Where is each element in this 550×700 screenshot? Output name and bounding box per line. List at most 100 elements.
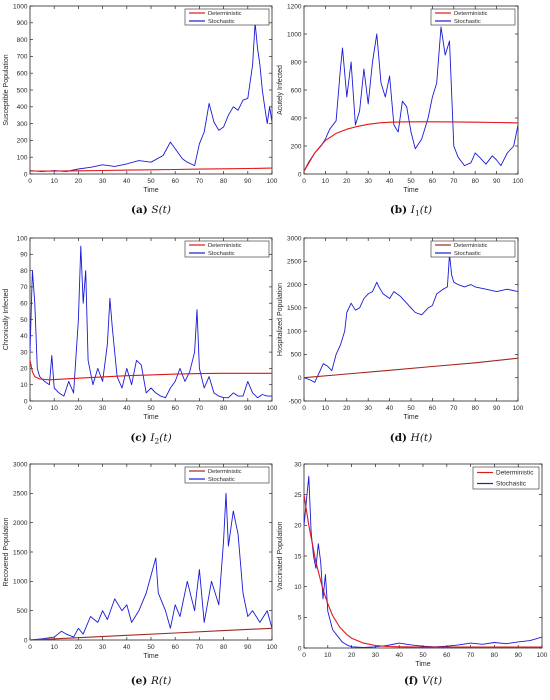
x-axis-label: Time: [143, 653, 158, 660]
x-tick-label: 80: [491, 652, 499, 659]
y-tick-label: 20: [20, 366, 28, 373]
x-tick-label: 10: [51, 178, 59, 185]
y-tick-label: 500: [17, 608, 28, 615]
x-tick-label: 90: [244, 178, 252, 185]
x-tick-label: 70: [196, 178, 204, 185]
plot-frame: [29, 463, 273, 641]
legend-box: [184, 8, 270, 26]
x-tick-label: 10: [322, 405, 330, 412]
y-tick-label: 500: [291, 352, 302, 359]
x-tick-label: 20: [348, 652, 356, 659]
y-tick-label: 1500: [13, 549, 28, 556]
y-tick-label: 2000: [13, 520, 28, 527]
y-tick-label: 10: [294, 584, 302, 591]
caption-math: S(t): [151, 204, 171, 216]
caption-tag: (b): [390, 204, 411, 216]
y-tick-label: 0: [24, 637, 28, 644]
x-tick-label: 10: [322, 178, 330, 185]
panel-caption: (e) R(t): [131, 675, 172, 687]
y-tick-label: 400: [291, 115, 302, 122]
x-tick-label: 100: [513, 178, 524, 185]
y-tick-label: 3000: [13, 461, 28, 468]
y-axis-label: Vaccinated Population: [277, 521, 284, 590]
deterministic-series-line: [30, 360, 272, 381]
y-tick-label: 50: [20, 317, 28, 324]
y-tick-label: 1000: [13, 3, 28, 10]
x-tick-label: 20: [343, 178, 351, 185]
y-tick-label: 5: [298, 615, 302, 622]
y-tick-label: 100: [17, 155, 28, 162]
x-tick-label: 70: [467, 652, 475, 659]
x-tick-label: 80: [472, 405, 480, 412]
y-tick-label: 900: [17, 20, 28, 27]
caption-tag: (a): [131, 204, 151, 216]
stochastic-series-line: [30, 492, 272, 640]
y-tick-label: 15: [294, 553, 302, 560]
y-tick-label: 90: [20, 252, 28, 259]
stochastic-series-line: [30, 22, 272, 172]
deterministic-series-line: [30, 167, 272, 172]
caption-math-rest: (t): [159, 432, 171, 444]
deterministic-series-line: [304, 121, 518, 172]
x-tick-label: 70: [196, 644, 204, 651]
y-axis-label: Recovered Population: [3, 517, 10, 586]
x-tick-label: 20: [343, 405, 351, 412]
x-tick-label: 70: [450, 405, 458, 412]
x-tick-label: 80: [220, 644, 228, 651]
x-tick-label: 50: [407, 178, 415, 185]
panel-caption: (c) I2(t): [130, 432, 171, 446]
x-tick-label: 60: [172, 178, 180, 185]
legend: Deterministic Stochastic: [430, 240, 516, 258]
x-axis-label: Time: [415, 661, 430, 668]
x-tick-label: 0: [28, 405, 32, 412]
legend-label-stochastic: Stochastic: [454, 19, 481, 25]
y-tick-label: 400: [17, 104, 28, 111]
x-tick-label: 60: [443, 652, 451, 659]
legend-label-deterministic: Deterministic: [208, 469, 242, 475]
x-tick-label: 60: [429, 178, 437, 185]
caption-tag: (f): [404, 675, 422, 687]
stochastic-series-line: [30, 245, 272, 399]
x-tick-label: 50: [419, 652, 427, 659]
deterministic-series-line: [304, 494, 542, 648]
x-tick-label: 90: [244, 644, 252, 651]
x-tick-label: 50: [147, 644, 155, 651]
y-tick-label: 200: [291, 143, 302, 150]
x-tick-label: 20: [75, 405, 83, 412]
legend: Deterministic Stochastic: [430, 8, 516, 26]
legend: Deterministic Stochastic: [184, 466, 270, 484]
legend-box: [184, 240, 270, 258]
y-axis-label: Acutely Infected: [277, 65, 284, 115]
y-tick-label: 70: [20, 284, 28, 291]
legend-label-stochastic: Stochastic: [496, 481, 527, 488]
y-tick-label: 1000: [287, 328, 302, 335]
x-tick-label: 100: [267, 178, 278, 185]
stochastic-series-line: [304, 26, 518, 172]
y-tick-label: 0: [298, 171, 302, 178]
plot-frame: [303, 463, 543, 649]
x-tick-label: 10: [51, 644, 59, 651]
y-tick-label: 2500: [287, 259, 302, 266]
x-tick-label: 0: [28, 178, 32, 185]
x-tick-label: 30: [372, 652, 380, 659]
x-tick-label: 60: [429, 405, 437, 412]
y-tick-label: 800: [17, 37, 28, 44]
legend: Deterministic Stochastic: [184, 8, 270, 26]
legend: Deterministic Stochastic: [184, 240, 270, 258]
caption-math: R(t): [150, 675, 171, 687]
legend-label-deterministic: Deterministic: [208, 11, 242, 17]
legend-box: [430, 8, 516, 26]
caption-tag: (e): [131, 675, 151, 687]
y-tick-label: 1200: [287, 3, 302, 10]
y-tick-label: 3000: [287, 235, 302, 242]
x-tick-label: 30: [99, 405, 107, 412]
y-tick-label: 100: [17, 235, 28, 242]
deterministic-series-line: [30, 627, 272, 640]
y-tick-label: 600: [291, 87, 302, 94]
chart-panel-4: 0 10 20 30 40 50 60 70 80 90 100-50005001000150020…: [277, 235, 524, 444]
y-tick-label: 1500: [287, 305, 302, 312]
y-tick-label: 0: [298, 375, 302, 382]
x-tick-label: 40: [123, 405, 131, 412]
x-tick-label: 90: [515, 652, 523, 659]
legend-box: [430, 240, 516, 258]
